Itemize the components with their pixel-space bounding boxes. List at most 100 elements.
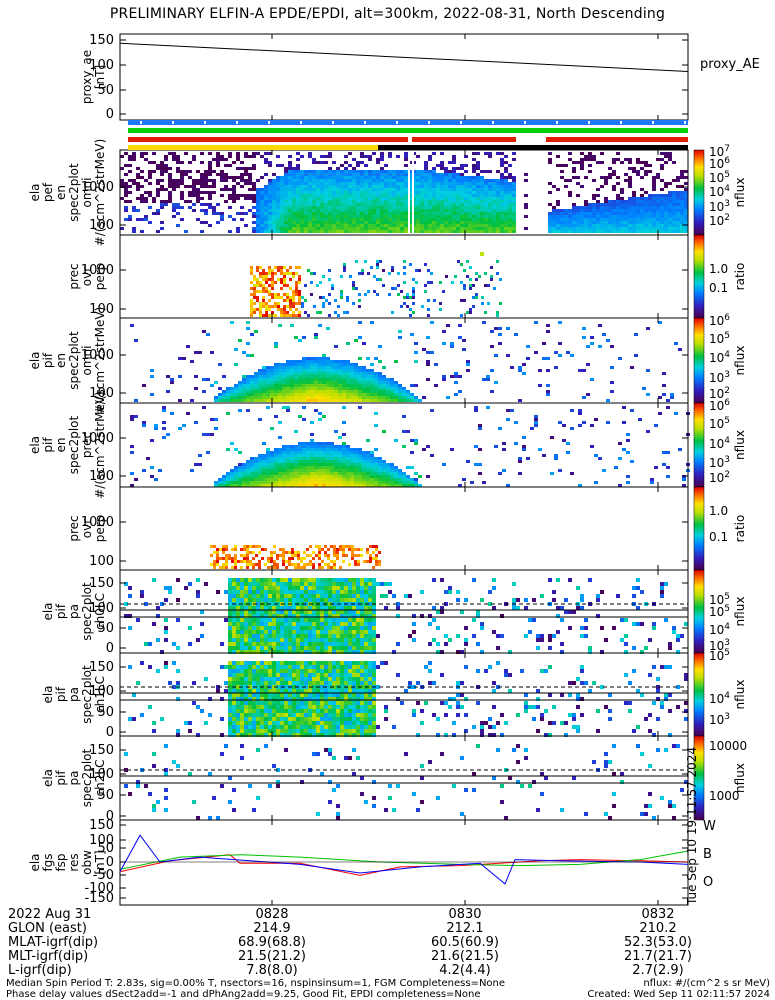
data-cell-p4: [350, 463, 354, 466]
data-cell-p4: [358, 469, 362, 472]
data-cell-p6: [224, 590, 228, 594]
data-cell-p2: [367, 272, 370, 275]
data-cell-p1: [128, 200, 132, 203]
data-cell-p3: [370, 363, 374, 366]
data-cell-p4: [306, 442, 310, 445]
data-cell-p6: [288, 650, 292, 654]
data-cell-p6: [328, 590, 332, 594]
data-cell-p1: [288, 200, 292, 203]
data-cell-p1: [128, 155, 132, 158]
data-cell-p1: [368, 215, 372, 218]
data-cell-p4: [502, 448, 506, 451]
data-cell-p4: [230, 481, 234, 484]
data-cell-p1: [616, 230, 620, 233]
data-cell-p1: [432, 170, 436, 173]
data-cell-p3: [342, 390, 346, 393]
data-cell-p1: [548, 215, 552, 218]
data-cell-p3: [290, 390, 294, 393]
data-cell-p1: [268, 230, 272, 233]
data-cell-p4: [290, 481, 294, 484]
data-cell-p3: [490, 390, 494, 393]
data-cell-p5: [243, 554, 246, 557]
data-cell-p3: [518, 369, 522, 372]
data-cell-p3: [282, 375, 286, 378]
data-cell-p3: [314, 399, 318, 402]
data-cell-p4: [506, 418, 510, 421]
data-cell-p1: [524, 203, 528, 206]
data-cell-p1: [256, 227, 260, 230]
data-cell-p1: [280, 206, 284, 209]
data-cell-p4: [502, 442, 506, 445]
data-cell-p6: [316, 626, 320, 630]
data-cell-p1: [392, 185, 396, 188]
data-cell-p3: [334, 366, 338, 369]
data-cell-p3: [258, 393, 262, 396]
data-cell-p1: [372, 179, 376, 182]
data-cell-p1: [348, 191, 352, 194]
data-cell-p3: [430, 321, 434, 324]
data-cell-p1: [464, 200, 468, 203]
data-cell-p4: [358, 481, 362, 484]
data-cell-p3: [350, 372, 354, 375]
data-cell-p5: [261, 548, 264, 551]
data-cell-p1: [276, 191, 280, 194]
data-cell-p3: [314, 333, 318, 336]
data-cell-p6: [144, 602, 148, 606]
data-cell-p4: [214, 427, 218, 430]
data-cell-p1: [172, 155, 176, 158]
data-cell-p3: [266, 390, 270, 393]
data-cell-p1: [488, 191, 492, 194]
data-cell-p1: [284, 194, 288, 197]
data-cell-p1: [156, 209, 160, 212]
data-cell-p1: [424, 194, 428, 197]
data-cell-p6: [224, 618, 228, 622]
data-cell-p1: [248, 179, 252, 182]
data-cell-p1: [264, 185, 268, 188]
data-cell-p3: [378, 375, 382, 378]
data-cell-p3: [218, 387, 222, 390]
data-cell-p3: [286, 372, 290, 375]
data-cell-p5: [300, 557, 303, 560]
data-cell-p6: [324, 586, 328, 590]
data-cell-p1: [452, 230, 456, 233]
data-cell-p1: [180, 218, 184, 221]
data-cell-p1: [448, 215, 452, 218]
data-cell-p1: [320, 197, 324, 200]
data-cell-p1: [300, 206, 304, 209]
data-cell-p3: [358, 399, 362, 402]
data-cell-p1: [224, 164, 228, 167]
data-cell-p2: [480, 252, 484, 256]
data-cell-p5: [333, 551, 336, 554]
data-cell-p1: [364, 227, 368, 230]
data-cell-p1: [428, 215, 432, 218]
data-cell-p1: [148, 194, 152, 197]
data-cell-p2: [406, 293, 409, 296]
data-cell-p1: [564, 185, 568, 188]
data-cell-p3: [202, 390, 206, 393]
data-cell-p4: [346, 460, 350, 463]
data-cell-p5: [324, 554, 327, 557]
data-cell-p1: [384, 185, 388, 188]
data-cell-p1: [276, 215, 280, 218]
data-cell-p1: [356, 209, 360, 212]
data-cell-p1: [452, 206, 456, 209]
data-cell-p1: [264, 203, 268, 206]
data-cell-p2: [253, 302, 256, 305]
data-cell-p3: [310, 381, 314, 384]
data-cell-p1: [144, 215, 148, 218]
data-cell-p2: [475, 272, 478, 275]
data-cell-p3: [374, 390, 378, 393]
data-cell-p4: [210, 433, 214, 436]
data-cell-p1: [500, 191, 504, 194]
data-cell-p1: [556, 230, 560, 233]
data-cell-p1: [428, 206, 432, 209]
data-cell-p1: [632, 212, 636, 215]
data-cell-p2: [277, 296, 280, 299]
data-cell-p3: [278, 378, 282, 381]
data-cell-p1: [452, 173, 456, 176]
data-cell-p2: [268, 284, 271, 287]
data-cell-p5: [333, 566, 336, 569]
data-cell-p1: [164, 167, 168, 170]
data-cell-p1: [456, 224, 460, 227]
data-cell-p1: [200, 209, 204, 212]
